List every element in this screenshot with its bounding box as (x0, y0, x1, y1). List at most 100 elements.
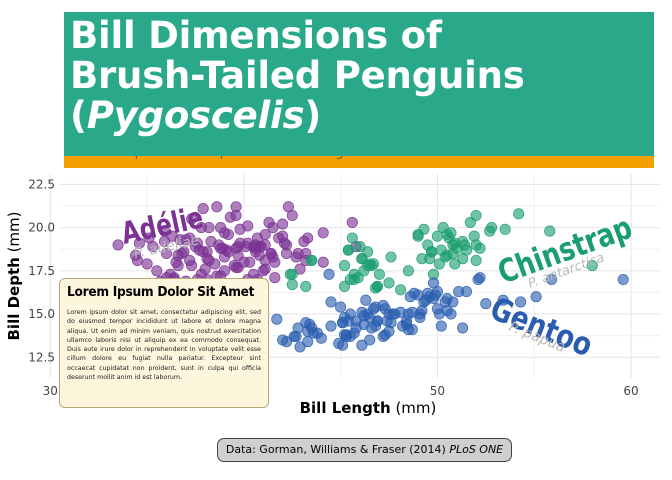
data-source-caption: Data: Gorman, Williams & Fraser (2014) P… (217, 438, 512, 462)
point-chinstrap (371, 280, 383, 292)
point-adlie (197, 203, 209, 215)
point-gentoo (294, 341, 306, 353)
point-chinstrap (544, 225, 556, 237)
point-adlie (209, 258, 221, 270)
point-gentoo (325, 320, 337, 332)
point-chinstrap (286, 268, 298, 280)
point-adlie (201, 253, 213, 265)
textbox-title: Lorem Ipsum Dolor Sit Amet (67, 285, 255, 300)
textbox-body: Lorem ipsum dolor sit amet, consectetur … (67, 309, 261, 382)
point-chinstrap (356, 253, 368, 265)
point-gentoo (441, 292, 453, 305)
point-gentoo (325, 296, 337, 308)
y-axis-title: Bill Depth (mm) (5, 212, 23, 341)
point-gentoo (350, 322, 362, 334)
point-adlie (230, 201, 242, 213)
point-gentoo (323, 268, 335, 280)
point-adlie (218, 265, 231, 277)
point-gentoo (371, 315, 383, 327)
y-tick-label: 12.5 (28, 350, 55, 364)
point-chinstrap (348, 268, 360, 280)
point-chinstrap (338, 260, 351, 272)
y-tick-label: 22.5 (28, 177, 55, 191)
point-adlie (166, 230, 178, 242)
point-adlie (251, 232, 263, 244)
y-tick-label: 20.0 (28, 221, 55, 235)
point-chinstrap (445, 227, 457, 239)
point-chinstrap (286, 279, 298, 291)
point-gentoo (356, 306, 368, 318)
x-tick-label: 60 (623, 384, 638, 398)
point-chinstrap (486, 222, 498, 234)
x-tick-label: 30 (43, 384, 58, 398)
point-adlie (265, 247, 277, 260)
point-adlie (141, 258, 153, 270)
point-adlie (186, 213, 198, 225)
annotation-textbox: Lorem Ipsum Dolor Sit Amet Lorem ipsum d… (59, 278, 269, 408)
point-chinstrap (402, 265, 414, 277)
point-gentoo (335, 301, 347, 313)
point-chinstrap (470, 209, 482, 222)
point-chinstrap (383, 277, 395, 289)
point-gentoo (402, 324, 414, 336)
point-chinstrap (449, 258, 461, 270)
label-gentoo: Gentoo (485, 290, 598, 364)
point-adlie (280, 239, 293, 251)
point-gentoo (460, 286, 473, 298)
point-gentoo (474, 272, 486, 284)
point-adlie (218, 227, 231, 239)
point-chinstrap (499, 223, 511, 235)
point-gentoo (338, 311, 351, 324)
point-adlie (151, 265, 163, 277)
title-banner (64, 12, 654, 156)
point-chinstrap (474, 242, 486, 254)
point-gentoo (360, 294, 372, 306)
point-adlie (143, 232, 155, 244)
point-chinstrap (354, 241, 366, 253)
point-gentoo (414, 311, 426, 324)
point-chinstrap (586, 260, 598, 272)
point-adlie (277, 218, 289, 230)
point-adlie (346, 216, 358, 228)
point-gentoo (271, 313, 283, 325)
point-chinstrap (385, 251, 397, 263)
point-adlie (232, 241, 244, 253)
point-chinstrap (447, 239, 459, 251)
point-gentoo (530, 291, 542, 303)
x-tick-label: 50 (430, 384, 445, 398)
point-adlie (317, 227, 329, 239)
point-chinstrap (470, 254, 482, 266)
point-adlie (160, 247, 173, 260)
point-adlie (242, 237, 254, 249)
point-adlie (215, 242, 227, 254)
point-adlie (269, 272, 281, 284)
point-chinstrap (412, 228, 424, 241)
point-adlie (228, 260, 240, 272)
point-adlie (211, 201, 223, 213)
point-chinstrap (457, 253, 469, 265)
y-tick-label: 15.0 (28, 307, 55, 321)
point-gentoo (431, 286, 443, 298)
point-gentoo (356, 339, 368, 351)
point-adlie (286, 209, 298, 222)
point-gentoo (497, 294, 509, 306)
point-gentoo (457, 322, 469, 334)
point-adlie (158, 225, 171, 237)
point-chinstrap (300, 280, 312, 292)
chart-title: Bill Dimensions of Brush-Tailed Penguins(… (70, 14, 525, 137)
point-chinstrap (346, 232, 358, 244)
point-gentoo (315, 332, 327, 344)
point-chinstrap (441, 249, 453, 261)
point-gentoo (515, 296, 527, 308)
point-adlie (203, 222, 215, 234)
point-adlie (172, 249, 184, 261)
y-tick-label: 17.5 (28, 264, 55, 278)
point-gentoo (364, 334, 376, 346)
point-chinstrap (306, 254, 318, 266)
axis-ticks: 3040506012.515.017.520.022.5 (28, 177, 638, 398)
point-chinstrap (367, 258, 380, 270)
point-gentoo (435, 320, 447, 332)
point-gentoo (337, 339, 349, 351)
point-gentoo (340, 329, 353, 341)
point-adlie (172, 260, 184, 272)
